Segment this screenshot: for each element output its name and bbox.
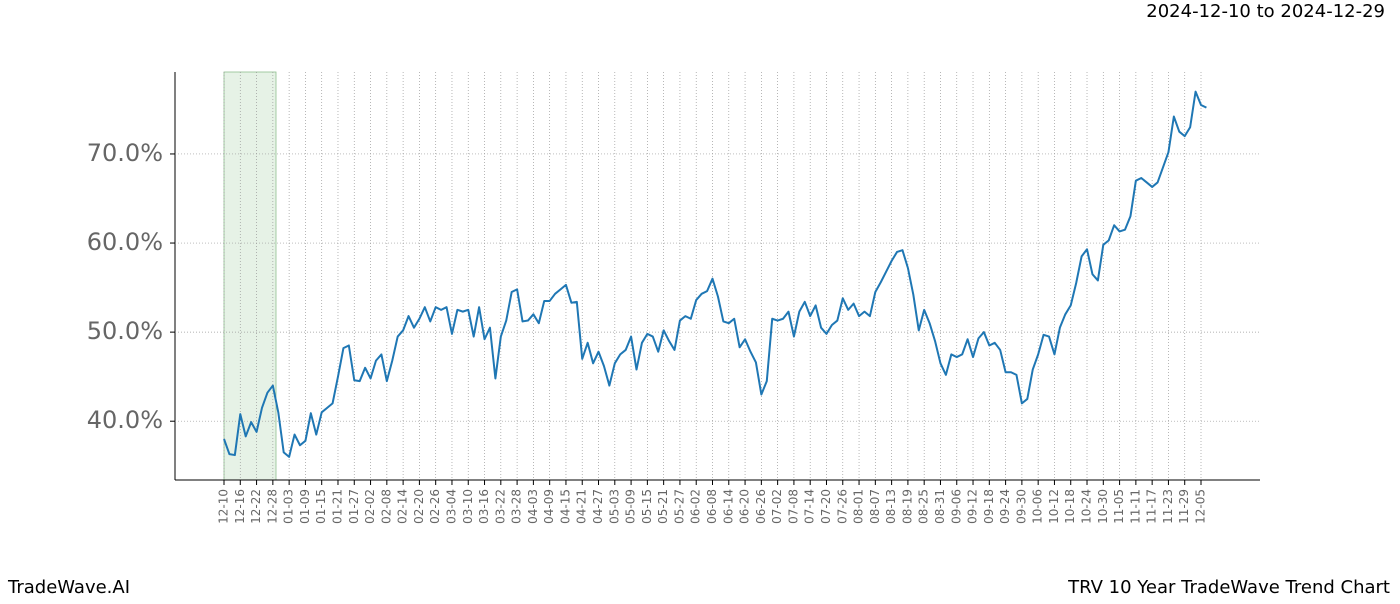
x-tick-label: 08-19 xyxy=(900,489,914,524)
x-tick-label: 01-21 xyxy=(330,489,344,524)
x-tick-label: 02-02 xyxy=(363,489,377,524)
x-tick-label: 12-10 xyxy=(217,489,231,524)
x-tick-label: 08-31 xyxy=(933,489,947,524)
y-tick-label: 40.0% xyxy=(87,406,163,434)
chart-subtitle: 2024-12-10 to 2024-12-29 xyxy=(1146,1,1385,22)
x-tick-label: 06-08 xyxy=(705,489,719,524)
x-tick-label: 09-24 xyxy=(998,489,1012,524)
x-tick-label: 08-01 xyxy=(852,489,866,524)
x-tick-label: 02-20 xyxy=(412,489,426,524)
x-tick-label: 01-03 xyxy=(282,489,296,524)
y-tick-label: 70.0% xyxy=(87,139,163,167)
x-tick-label: 12-28 xyxy=(265,489,279,524)
x-tick-label: 07-08 xyxy=(786,489,800,524)
x-tick-label: 02-08 xyxy=(379,489,393,524)
x-tick-label: 08-25 xyxy=(917,489,931,524)
x-tick-label: 11-29 xyxy=(1177,489,1191,524)
y-tick-label: 50.0% xyxy=(87,317,163,345)
x-tick-label: 03-16 xyxy=(477,489,491,524)
highlight-span xyxy=(223,71,277,481)
x-tick-label: 07-20 xyxy=(819,489,833,524)
x-tick-label: 07-14 xyxy=(803,489,817,524)
brand: TradeWave.AI xyxy=(7,577,130,598)
x-tick-label: 08-07 xyxy=(868,489,882,524)
x-tick-label: 11-23 xyxy=(1161,489,1175,524)
x-tick-label: 07-02 xyxy=(770,489,784,524)
chart-title: TRV 10 Year TradeWave Trend Chart xyxy=(1067,577,1390,598)
x-tick-label: 09-18 xyxy=(982,489,996,524)
x-tick-label: 10-24 xyxy=(1080,489,1094,524)
x-tick-label: 09-30 xyxy=(1014,489,1028,524)
x-tick-label: 02-26 xyxy=(428,489,442,524)
x-tick-label: 05-09 xyxy=(624,489,638,524)
x-tick-label: 06-26 xyxy=(754,489,768,524)
x-tick-label: 06-20 xyxy=(738,489,752,524)
x-tick-label: 12-05 xyxy=(1194,489,1208,524)
x-tick-label: 05-21 xyxy=(656,489,670,524)
x-tick-label: 05-03 xyxy=(607,489,621,524)
x-tick-label: 03-28 xyxy=(510,489,524,524)
x-tick-label: 09-06 xyxy=(949,489,963,524)
x-tick-label: 10-12 xyxy=(1047,489,1061,524)
x-tick-label: 01-15 xyxy=(314,489,328,524)
x-tick-label: 01-27 xyxy=(347,489,361,524)
x-tick-label: 10-30 xyxy=(1096,489,1110,524)
x-tick-label: 12-22 xyxy=(249,489,263,524)
x-tick-label: 04-21 xyxy=(575,489,589,524)
x-tick-label: 02-14 xyxy=(396,489,410,524)
x-tick-label: 04-09 xyxy=(542,489,556,524)
x-tick-label: 01-09 xyxy=(298,489,312,524)
x-tick-label: 09-12 xyxy=(966,489,980,524)
x-tick-label: 06-02 xyxy=(689,489,703,524)
x-tick-label: 05-27 xyxy=(672,489,686,524)
x-tick-label: 04-03 xyxy=(526,489,540,524)
x-tick-label: 10-18 xyxy=(1063,489,1077,524)
series-line xyxy=(223,90,1207,458)
x-tick-label: 05-15 xyxy=(640,489,654,524)
x-tick-label: 10-06 xyxy=(1031,489,1045,524)
x-tick-label: 04-15 xyxy=(558,489,572,524)
x-tick-label: 03-22 xyxy=(493,489,507,524)
x-tick-label: 11-17 xyxy=(1145,489,1159,524)
x-tick-label: 06-14 xyxy=(721,489,735,524)
x-tick-label: 12-16 xyxy=(233,489,247,524)
x-tick-label: 03-04 xyxy=(444,489,458,524)
x-tick-label: 04-27 xyxy=(591,489,605,524)
x-tick-label: 08-13 xyxy=(884,489,898,524)
x-tick-label: 11-05 xyxy=(1112,489,1126,524)
x-tick-label: 11-11 xyxy=(1128,489,1142,524)
x-tick-label: 03-10 xyxy=(461,489,475,524)
y-tick-label: 60.0% xyxy=(87,228,163,256)
x-tick-label: 07-26 xyxy=(835,489,849,524)
